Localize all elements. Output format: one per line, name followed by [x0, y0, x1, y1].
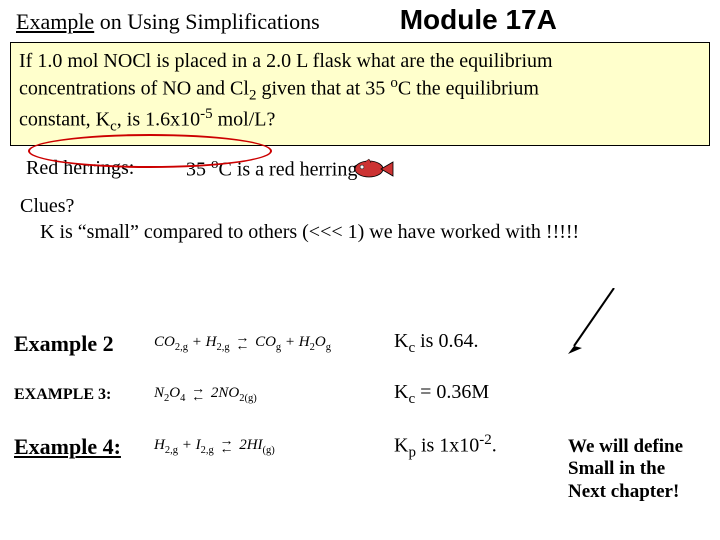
example-2-k: Kc is 0.64.: [394, 330, 478, 357]
sidenote: We will define Small in the Next chapter…: [568, 436, 683, 503]
fish-icon: [353, 158, 395, 180]
red-herring-row: Red herrings: 35 oC is a red herring: [26, 156, 720, 182]
title-right: Module 17A: [400, 4, 557, 36]
problem-l3a: constant, K: [19, 109, 110, 131]
example-4-equation: H2,g + I2,g →← 2HI(g): [154, 437, 384, 456]
problem-l2sup: o: [390, 75, 398, 91]
problem-l3c: mol/L?: [213, 109, 276, 131]
problem-l3sup: -5: [200, 106, 213, 122]
title-left-rest: on Using Simplifications: [94, 9, 320, 34]
problem-l1: If 1.0 mol NOCl is placed in a 2.0 L fla…: [19, 50, 553, 72]
problem-l3b: , is 1.6x10: [117, 109, 200, 131]
sidenote-l3: Next chapter!: [568, 481, 679, 502]
red-herring-label: Red herrings:: [26, 157, 186, 180]
example-2-label: Example 2: [14, 331, 154, 357]
sidenote-l2: Small in the: [568, 458, 665, 479]
example-3-k: Kc = 0.36M: [394, 381, 489, 408]
example-3-row: EXAMPLE 3: N2O4 →← 2NO2(g) Kc = 0.36M: [14, 381, 714, 408]
problem-l2b: given that at 35: [256, 78, 390, 100]
example-3-label: EXAMPLE 3:: [14, 386, 154, 404]
title-left: Example on Using Simplifications: [16, 9, 320, 35]
sidenote-l1: We will define: [568, 436, 683, 457]
example-2-row: Example 2 CO2,g + H2,g →← COg + H2Og Kc …: [14, 330, 714, 357]
example-4-k: Kp is 1x10-2.: [394, 432, 497, 462]
red-herring-text: 35 oC is a red herring: [186, 156, 357, 182]
example-4-label: Example 4:: [14, 434, 154, 460]
problem-l2c: C the equilibrium: [398, 78, 539, 100]
title-underline: Example: [16, 9, 94, 34]
problem-l3sub: c: [110, 119, 117, 135]
example-2-equation: CO2,g + H2,g →← COg + H2Og: [154, 334, 384, 353]
example-3-equation: N2O4 →← 2NO2(g): [154, 385, 384, 404]
problem-l2a: concentrations of NO and Cl: [19, 78, 249, 100]
clues-block: Clues? K is “small” compared to others (…: [20, 193, 720, 245]
clues-line: K is “small” compared to others (<<< 1) …: [40, 221, 579, 243]
clues-q: Clues?: [20, 195, 74, 217]
problem-box: If 1.0 mol NOCl is placed in a 2.0 L fla…: [10, 42, 710, 146]
